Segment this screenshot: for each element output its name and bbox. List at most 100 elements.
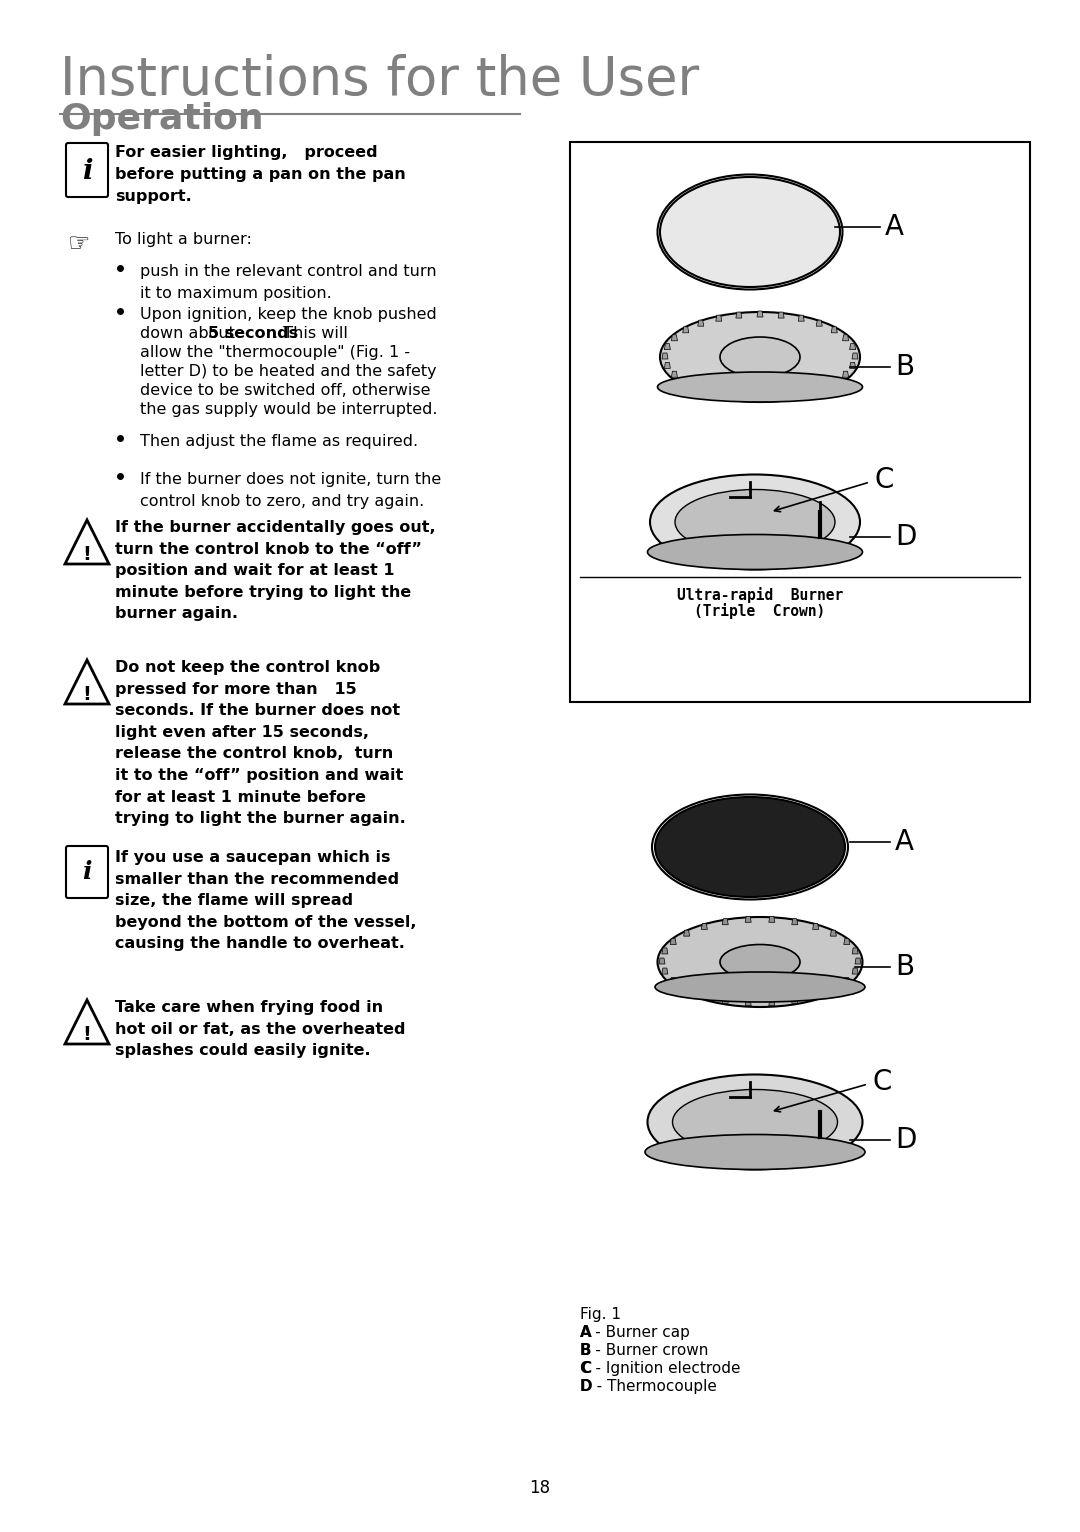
Polygon shape xyxy=(832,326,837,332)
Text: i: i xyxy=(82,158,92,184)
Polygon shape xyxy=(843,939,850,945)
Text: Ultra-rapid  Burner: Ultra-rapid Burner xyxy=(677,587,843,604)
Polygon shape xyxy=(701,924,707,930)
Polygon shape xyxy=(812,924,819,930)
Text: For easier lighting,   proceed
before putting a pan on the pan
support.: For easier lighting, proceed before putt… xyxy=(114,146,406,204)
Polygon shape xyxy=(664,363,671,368)
Text: A: A xyxy=(885,213,904,241)
Polygon shape xyxy=(716,391,721,397)
FancyBboxPatch shape xyxy=(66,142,108,198)
Polygon shape xyxy=(745,1000,752,1005)
Polygon shape xyxy=(735,313,742,319)
Polygon shape xyxy=(816,386,822,392)
Text: D: D xyxy=(580,1379,593,1394)
Polygon shape xyxy=(816,320,822,326)
Text: !: ! xyxy=(82,1025,92,1043)
Text: 18: 18 xyxy=(529,1478,551,1497)
Text: Then adjust the flame as required.: Then adjust the flame as required. xyxy=(140,434,418,449)
Polygon shape xyxy=(855,958,861,964)
Polygon shape xyxy=(850,343,855,349)
Ellipse shape xyxy=(720,337,800,377)
Text: If the burner accidentally goes out,
turn the control knob to the “off”
position: If the burner accidentally goes out, tur… xyxy=(114,519,435,622)
Ellipse shape xyxy=(654,971,865,1002)
Text: device to be switched off, otherwise: device to be switched off, otherwise xyxy=(140,383,431,398)
Polygon shape xyxy=(662,352,669,358)
Polygon shape xyxy=(798,391,805,397)
Text: D - Thermocouple: D - Thermocouple xyxy=(580,1379,717,1394)
Polygon shape xyxy=(662,968,667,974)
Text: (Triple  Crown): (Triple Crown) xyxy=(694,604,825,619)
Text: If the burner does not ignite, turn the
control knob to zero, and try again.: If the burner does not ignite, turn the … xyxy=(140,472,442,509)
Text: C: C xyxy=(873,1068,892,1095)
Text: B: B xyxy=(895,352,914,381)
Polygon shape xyxy=(778,313,784,319)
Text: . This will: . This will xyxy=(273,326,348,342)
Polygon shape xyxy=(831,987,836,991)
Polygon shape xyxy=(852,968,859,974)
Polygon shape xyxy=(659,958,665,964)
Polygon shape xyxy=(832,380,837,385)
Text: Take care when frying food in
hot oil or fat, as the overheated
splashes could e: Take care when frying food in hot oil or… xyxy=(114,1000,405,1059)
Ellipse shape xyxy=(654,797,845,898)
Polygon shape xyxy=(798,316,805,322)
Polygon shape xyxy=(684,987,690,991)
Polygon shape xyxy=(672,336,677,340)
Text: i: i xyxy=(82,859,92,884)
Ellipse shape xyxy=(650,475,860,570)
Polygon shape xyxy=(745,916,752,922)
Text: C - Ignition electrode: C - Ignition electrode xyxy=(580,1360,741,1376)
Ellipse shape xyxy=(660,178,840,286)
Polygon shape xyxy=(843,977,850,984)
FancyBboxPatch shape xyxy=(66,846,108,898)
Polygon shape xyxy=(683,380,689,385)
Text: !: ! xyxy=(82,685,92,703)
Polygon shape xyxy=(842,336,849,340)
Text: Do not keep the control knob
pressed for more than   15
seconds. If the burner d: Do not keep the control knob pressed for… xyxy=(114,660,406,826)
Bar xyxy=(570,142,1030,702)
Ellipse shape xyxy=(645,1135,865,1169)
Polygon shape xyxy=(769,1000,774,1005)
Polygon shape xyxy=(662,948,667,954)
Text: Fig. 1: Fig. 1 xyxy=(580,1307,621,1322)
Polygon shape xyxy=(757,395,762,401)
Polygon shape xyxy=(723,919,728,925)
Polygon shape xyxy=(698,386,704,392)
Ellipse shape xyxy=(720,945,800,979)
Text: To light a burner:: To light a burner: xyxy=(114,231,252,247)
Text: 5 seconds: 5 seconds xyxy=(208,326,298,342)
Text: D: D xyxy=(895,522,916,552)
Polygon shape xyxy=(672,371,677,377)
Text: B - Burner crown: B - Burner crown xyxy=(580,1344,708,1357)
Ellipse shape xyxy=(658,372,863,401)
Polygon shape xyxy=(850,363,855,368)
Polygon shape xyxy=(683,326,689,332)
Text: If you use a saucepan which is
smaller than the recommended
size, the flame will: If you use a saucepan which is smaller t… xyxy=(114,850,417,951)
Text: down about: down about xyxy=(140,326,240,342)
Ellipse shape xyxy=(648,535,863,570)
Ellipse shape xyxy=(658,918,863,1007)
Polygon shape xyxy=(671,939,676,945)
Polygon shape xyxy=(831,930,836,936)
Polygon shape xyxy=(671,977,676,984)
Text: D: D xyxy=(895,1126,916,1154)
Text: B: B xyxy=(895,953,914,980)
Text: B: B xyxy=(580,1344,592,1357)
Text: ☞: ☞ xyxy=(68,231,91,256)
Text: A: A xyxy=(895,827,914,856)
Text: A: A xyxy=(580,1325,592,1340)
Text: letter D) to be heated and the safety: letter D) to be heated and the safety xyxy=(140,365,436,378)
Polygon shape xyxy=(701,993,707,999)
Ellipse shape xyxy=(648,1074,863,1169)
Polygon shape xyxy=(852,948,859,954)
Text: Instructions for the User: Instructions for the User xyxy=(60,54,699,106)
Polygon shape xyxy=(852,352,858,358)
Text: C: C xyxy=(580,1360,591,1376)
Text: Operation: Operation xyxy=(60,103,264,136)
Polygon shape xyxy=(735,394,742,400)
Text: the gas supply would be interrupted.: the gas supply would be interrupted. xyxy=(140,401,437,417)
Polygon shape xyxy=(698,320,704,326)
Ellipse shape xyxy=(660,313,860,401)
Text: C: C xyxy=(875,466,894,493)
Ellipse shape xyxy=(673,1089,837,1155)
Ellipse shape xyxy=(675,490,835,555)
